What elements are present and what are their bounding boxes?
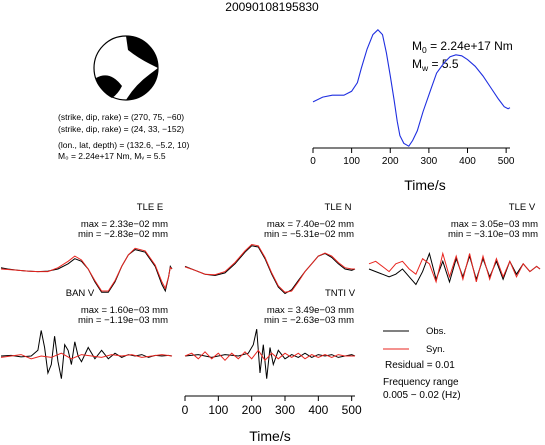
stf-x-tick-label: 400 — [459, 156, 476, 167]
source-parameters: (strike, dip, rake) = (270, 75, −60) (st… — [58, 112, 190, 161]
panel-max: max = 3.49e−03 mm — [267, 305, 354, 316]
freq-title: Frequency range — [383, 377, 459, 388]
observed-trace — [0, 330, 173, 379]
panel-max: max = 7.40e−02 mm — [267, 219, 354, 230]
m0-annotation: M0 = 2.24e+17 Nm — [412, 39, 513, 55]
legend: Obs. Syn. Residual = 0.01 Frequency rang… — [383, 326, 461, 401]
panel-title: TNTI V — [325, 288, 356, 299]
residual-label: Residual = 0.01 — [385, 360, 455, 371]
wave-x-tick-label: 400 — [308, 403, 328, 417]
panel-title: TLE V — [509, 202, 536, 213]
panel-min: min = −5.31e−02 mm — [264, 229, 354, 240]
wave-x-tick-label: 0 — [182, 403, 189, 417]
stf-x-tick-label: 100 — [343, 156, 360, 167]
synthetic-trace — [368, 251, 541, 284]
wave-x-tick-label: 300 — [275, 403, 295, 417]
stf-x-tick-label: 200 — [382, 156, 399, 167]
wave-x-tick-label: 100 — [208, 403, 228, 417]
synthetic-trace — [184, 243, 355, 293]
panel-min: min = −2.83e−02 mm — [78, 229, 168, 240]
wave-x-tick-label: 500 — [342, 403, 362, 417]
event-id: 20090108195830 — [225, 0, 319, 14]
stf-curve — [312, 29, 511, 147]
panel-max: max = 1.60e−03 mm — [81, 305, 168, 316]
wave-xlabel: Time/s — [249, 428, 290, 444]
panel-min: min = −2.63e−03 mm — [264, 315, 354, 326]
panel-title: TLE E — [137, 202, 163, 213]
panel-min: min = −3.10e−03 mm — [448, 229, 538, 240]
panel-min: min = −1.19e−03 mm — [78, 315, 168, 326]
panel-title: BAN V — [66, 288, 95, 299]
params-line-2: (strike, dip, rake) = (24, 33, −152) — [58, 124, 184, 134]
observed-trace — [184, 328, 356, 379]
synthetic-trace — [0, 247, 173, 292]
params-line-3: (lon., lat, depth) = (132.6, −5.2, 10) — [58, 140, 190, 150]
synthetic-trace — [0, 352, 173, 360]
params-line-4: M₀ = 2.24e+17 Nm, Mᵥ = 5.5 — [58, 151, 166, 161]
legend-obs-label: Obs. — [426, 326, 446, 337]
focal-mechanism-beachball — [93, 35, 159, 101]
mw-annotation: Mw = 5.5 — [412, 57, 459, 73]
panel-max: max = 2.33e−02 mm — [81, 219, 168, 230]
stf-xlabel: Time/s — [404, 177, 445, 193]
panel-max: max = 3.05e−03 mm — [451, 219, 538, 230]
observed-trace — [184, 245, 356, 295]
panel-title: TLE N — [325, 202, 352, 213]
stf-x-tick-label: 0 — [310, 156, 316, 167]
observed-trace — [368, 251, 541, 286]
freq-range: 0.005 − 0.02 (Hz) — [383, 390, 461, 401]
legend-syn-label: Syn. — [426, 344, 445, 355]
stf-x-tick-label: 500 — [498, 156, 515, 167]
stf-x-tick-label: 300 — [421, 156, 438, 167]
stf-plot: M0 = 2.24e+17 Nm Mw = 5.5 Time/s 0 100 200… — [310, 29, 515, 193]
params-line-1: (strike, dip, rake) = (270, 75, −60) — [58, 112, 184, 122]
synthetic-trace — [184, 349, 355, 362]
wave-x-tick-label: 200 — [242, 403, 262, 417]
